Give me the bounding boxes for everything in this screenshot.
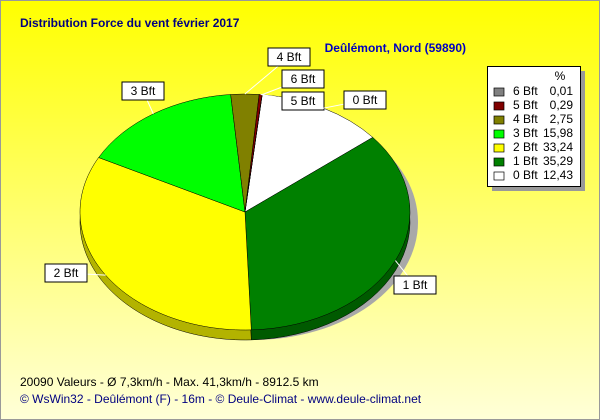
slice-label: 3 Bft xyxy=(131,84,156,98)
legend-value: 12,43 xyxy=(543,168,573,182)
legend-label: 4 Bft xyxy=(513,112,538,126)
label-box xyxy=(121,81,165,101)
legend-label: 6 Bft xyxy=(513,84,538,98)
legend-swatch xyxy=(493,101,505,111)
legend-label: 0 Bft xyxy=(513,168,538,182)
label-box xyxy=(44,263,88,283)
slice-label: 4 Bft xyxy=(277,50,302,64)
label-box xyxy=(393,275,437,295)
legend-value: 2,75 xyxy=(550,112,574,126)
label-box xyxy=(267,47,311,67)
legend-swatch xyxy=(493,129,505,139)
legend-value: 0,01 xyxy=(550,84,574,98)
legend-title: % xyxy=(555,69,566,83)
legend-value: 0,29 xyxy=(550,98,574,112)
slice xyxy=(98,94,246,213)
footer-note: 20090 Valeurs - Ø 7,3km/h - Max. 41,3km/… xyxy=(20,375,319,389)
label-box xyxy=(281,69,325,89)
legend-swatch xyxy=(493,87,505,97)
legend-swatch xyxy=(493,115,505,125)
legend-swatch xyxy=(493,143,505,153)
slice-label: 1 Bft xyxy=(403,278,428,292)
label-box xyxy=(343,90,387,110)
legend-value: 33,24 xyxy=(543,140,573,154)
slice xyxy=(244,137,411,331)
slice-label: 6 Bft xyxy=(291,72,316,86)
label-box xyxy=(281,91,325,111)
slice xyxy=(79,157,252,331)
legend-value: 35,29 xyxy=(543,154,573,168)
legend-swatch xyxy=(493,157,505,167)
legend-label: 3 Bft xyxy=(513,126,538,140)
legend-swatch xyxy=(493,171,505,181)
legend-label: 1 Bft xyxy=(513,154,538,168)
chart-title: Distribution Force du vent février 2017 xyxy=(20,16,240,30)
credits: © WsWin32 - Deûlémont (F) - 16m - © Deul… xyxy=(20,392,422,406)
legend-label: 5 Bft xyxy=(513,98,538,112)
slice-label: 0 Bft xyxy=(353,93,378,107)
legend-value: 15,98 xyxy=(543,126,573,140)
slice-label: 5 Bft xyxy=(291,94,316,108)
legend-label: 2 Bft xyxy=(513,140,538,154)
legend xyxy=(487,66,581,187)
chart-subtitle: Deûlémont, Nord (59890) xyxy=(325,41,466,55)
slice-label: 2 Bft xyxy=(54,266,79,280)
